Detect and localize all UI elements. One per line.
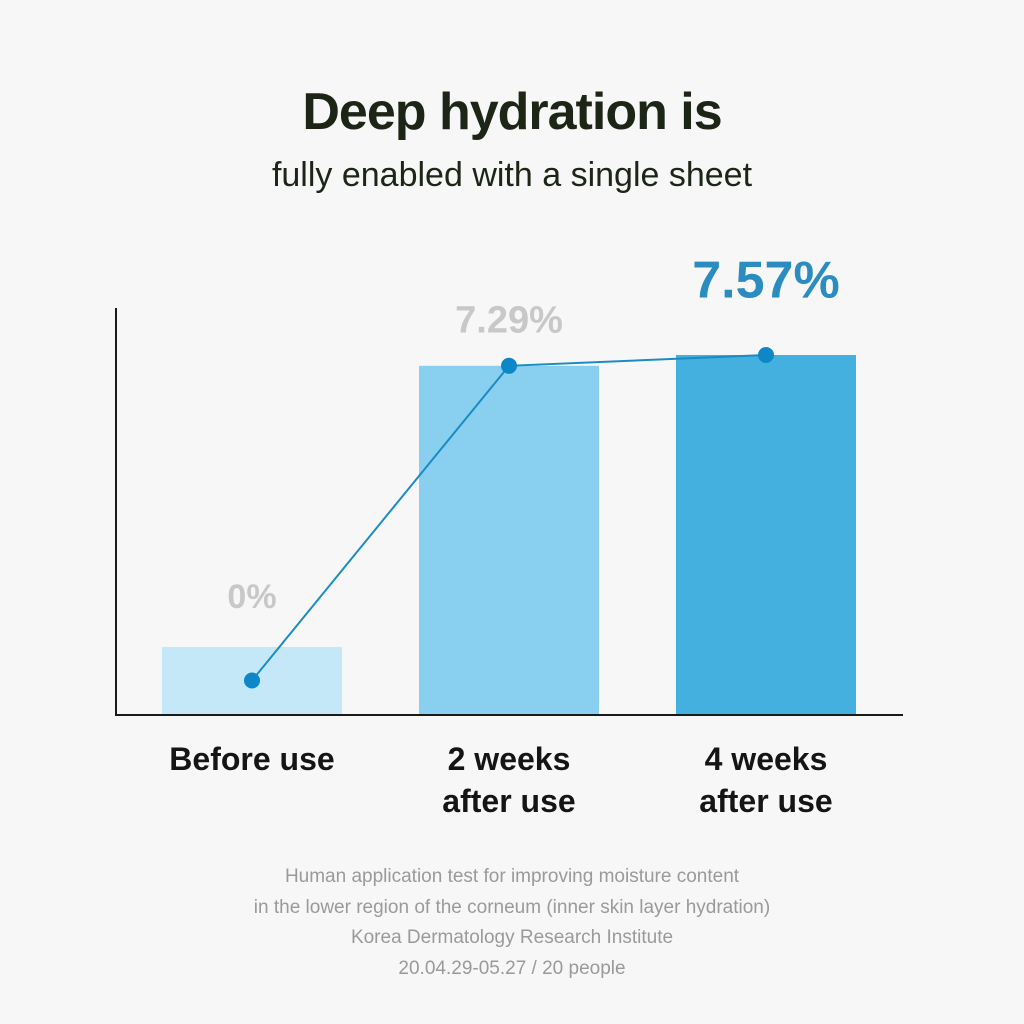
data-point-1 [244,672,260,689]
bar-3 [676,355,856,714]
footnote: Human application test for improving moi… [0,862,1024,984]
x-tick-label-line: 4 weeks [704,741,828,777]
footnote-line-3: Korea Dermatology Research Institute [350,927,674,948]
value-label-1: 0% [227,578,276,616]
x-tick-label-line: after use [699,783,833,819]
value-label-2: 7.29% [455,300,563,342]
bar-2 [419,365,599,714]
x-tick-label-3: 4 weeks after use [646,738,886,822]
footnote-line-1: Human application test for improving moi… [284,866,740,887]
chart-title: Deep hydration is [302,83,722,141]
value-label-3: 7.57% [692,252,839,310]
footnote-line-2: in the lower region of the corneum (inne… [253,896,771,918]
x-tick-label-2: 2 weeks after use [389,738,629,822]
x-tick-label-line: after use [442,783,576,819]
data-point-2 [501,357,517,374]
x-tick-label-1: Before use [132,738,372,780]
x-tick-label-line: Before use [169,741,335,777]
footnote-line-4: 20.04.29-05.27 / 20 people [398,957,626,979]
data-point-3 [758,347,774,363]
chart-subtitle: fully enabled with a single sheet [271,156,753,194]
x-tick-label-line: 2 weeks [447,741,571,777]
